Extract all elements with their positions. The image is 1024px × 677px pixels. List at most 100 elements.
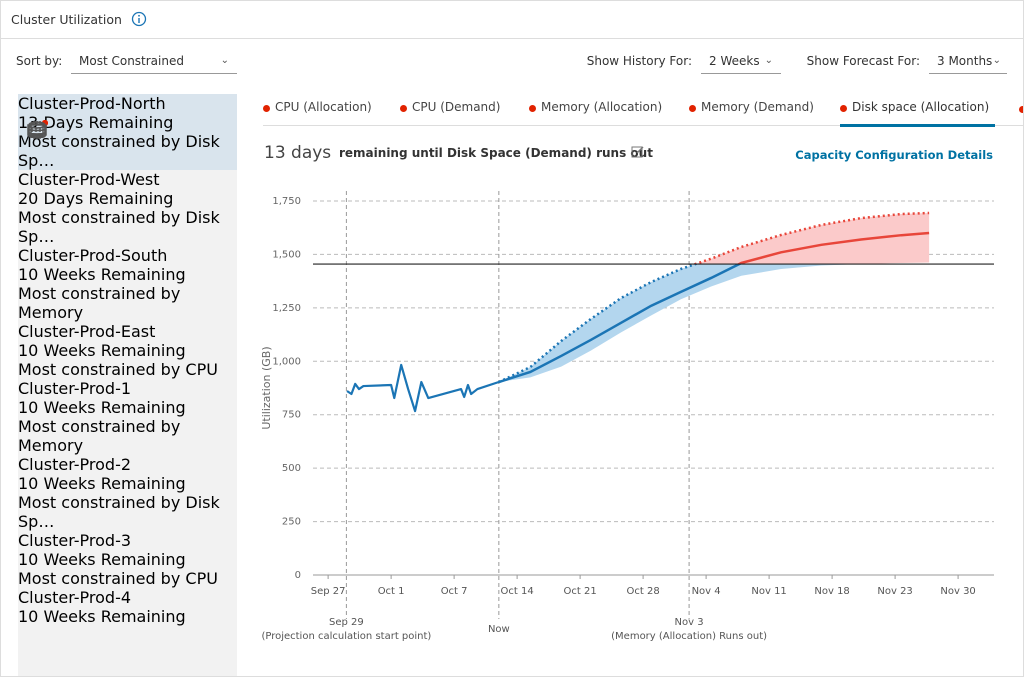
x-tick-label: Oct 14 (501, 586, 534, 597)
sort-value: Most Constrained (79, 54, 184, 68)
tab-dot (529, 105, 536, 112)
cluster-remaining: 10 Weeks Remaining (18, 398, 186, 417)
cluster-item[interactable]: Cluster-Prod-3 10 Weeks Remaining Most con… (18, 121, 237, 588)
forecast-value: 3 Months (937, 54, 993, 68)
x-tick-label: Nov 23 (877, 586, 912, 597)
chevron: ⌄ (220, 55, 229, 66)
tab-bar: CPU (Allocation) CPU (Demand) Memory (Allo… (263, 97, 1023, 127)
cluster-item[interactable]: Cluster-Prod-4 10 Weeks Remaining (18, 121, 237, 626)
marker-label: Now (488, 624, 510, 635)
cluster-remaining: 10 Weeks Remaining (18, 550, 186, 569)
cluster-constraint: Most constrained by Memory (18, 417, 181, 455)
summary-value: 13 days (264, 143, 332, 163)
x-tick-label: Oct 28 (627, 586, 660, 597)
tab-dot (689, 105, 696, 112)
x-tick-label: Oct 1 (378, 586, 405, 597)
y-tick-label: 1,250 (272, 303, 301, 314)
cluster-remaining: 10 Weeks Remaining (18, 607, 186, 626)
history-select[interactable]: 2 Weeks ⌄ (701, 53, 781, 74)
y-tick-label: 1,750 (272, 196, 301, 207)
history-label: Show History For: (586, 54, 692, 68)
info-icon[interactable] (131, 11, 147, 27)
tab[interactable]: Memory (Demand) (689, 97, 814, 124)
y-tick-label: 0 (295, 570, 301, 581)
cluster-remaining: 10 Weeks Remaining (18, 474, 186, 493)
forecast-line (498, 264, 743, 384)
cluster-constraint: Most constrained by CPU (18, 569, 218, 588)
sort-label: Sort by: (16, 54, 63, 68)
y-tick-label: 500 (282, 463, 301, 474)
summary-text: remaining until Disk Space (Demand) runs… (339, 146, 653, 160)
cluster-remaining: 13 Days Remaining (18, 113, 174, 132)
sort-select[interactable]: Most Constrained ⌄ (71, 53, 237, 74)
cluster-name: Cluster-Prod-1 (18, 379, 132, 398)
cluster-name: Cluster-Prod-4 (18, 588, 132, 607)
marker-label: Nov 3 (675, 617, 704, 628)
x-tick-label: Sep 27 (311, 586, 346, 597)
x-tick-label: Nov 4 (692, 586, 721, 597)
forecast-band (695, 212, 930, 265)
cluster-name: Cluster-Prod-West (18, 170, 160, 189)
chevron: ⌄ (992, 55, 1001, 66)
tab-label: Memory (Allocation) (541, 100, 663, 114)
x-tick-label: Oct 7 (441, 586, 468, 597)
marker-note: (Memory (Allocation) Runs out) (611, 631, 767, 642)
marker-note: (Projection calculation start point) (261, 631, 431, 642)
history-line (346, 363, 500, 413)
cluster-name: Cluster-Prod-3 (18, 531, 132, 550)
tab[interactable]: Disk space (Allocation) (840, 97, 996, 127)
cluster-remaining: 20 Days Remaining (18, 189, 174, 208)
x-tick-label: Nov 18 (814, 586, 849, 597)
cluster-name: Cluster-Prod-East (18, 322, 156, 341)
marker-label: Sep 29 (329, 617, 364, 628)
x-tick-label: Nov 11 (751, 586, 786, 597)
edit-icon[interactable] (631, 145, 645, 159)
tab[interactable]: CPU (Demand) (400, 97, 500, 124)
cluster-item[interactable]: Cluster-Prod-West 20 Days Remaining Most c… (18, 120, 237, 246)
cluster-name: Cluster-Prod-2 (18, 455, 132, 474)
y-tick-label: 750 (282, 410, 301, 421)
y-tick-label: 1,000 (272, 356, 301, 367)
tab[interactable]: CPU (Allocation) (263, 97, 372, 124)
cluster-list: Cluster-Prod-North 13 Days Remaining Most … (18, 94, 237, 676)
y-tick-label: 250 (282, 517, 301, 528)
tab-dot (400, 105, 407, 112)
cluster-remaining: 10 Weeks Remaining (18, 265, 186, 284)
tab-dot (263, 105, 270, 112)
chevron: ⌄ (764, 55, 773, 66)
cluster-item[interactable]: Cluster-Prod-East 10 Weeks Remaining Most … (18, 120, 237, 379)
tab-label: Disk space (Allocation) (852, 100, 990, 114)
y-tick-label: 1,500 (272, 249, 301, 260)
tab-label: CPU (Demand) (412, 100, 501, 114)
cluster-constraint: Most constrained by Memory (18, 284, 181, 322)
x-tick-label: Oct 21 (564, 586, 597, 597)
cluster-icon (28, 121, 46, 139)
cluster-item[interactable]: Cluster-Prod-1 10 Weeks Remaining Most con… (18, 124, 237, 455)
cluster-name: Cluster-Prod-North (18, 94, 166, 113)
cluster-item[interactable]: Cluster-Prod-South 10 Weeks Remaining Most… (18, 120, 237, 322)
forecast-label: Show Forecast For: (806, 54, 920, 68)
forecast-line (736, 231, 930, 265)
tab[interactable]: Memory (Allocation) (529, 97, 662, 124)
forecast-select[interactable]: 3 Months ⌄ (929, 53, 1007, 74)
history-value: 2 Weeks (709, 54, 760, 68)
cluster-name: Cluster-Prod-South (18, 246, 168, 265)
cluster-constraint: Most constrained by Disk Sp… (18, 132, 220, 170)
tab-dot (1019, 106, 1023, 113)
cluster-constraint: Most constrained by CPU (18, 360, 218, 379)
tab-label: Memory (Demand) (701, 100, 814, 114)
header-divider (1, 38, 1023, 39)
tab-label: CPU (Allocation) (275, 100, 372, 114)
config-link[interactable]: Capacity Configuration Details (795, 148, 993, 162)
cluster-item[interactable]: Cluster-Prod-2 10 Weeks Remaining Most con… (18, 121, 237, 531)
x-tick-label: Nov 30 (940, 586, 975, 597)
cluster-item[interactable]: Cluster-Prod-North 13 Days Remaining Most … (18, 94, 237, 170)
forecast-upper-line (498, 264, 700, 384)
cluster-constraint: Most constrained by Disk Sp… (18, 208, 220, 246)
page-title: Cluster Utilization (11, 12, 122, 27)
cluster-constraint: Most constrained by Disk Sp… (18, 493, 220, 531)
tab-dot (840, 105, 847, 112)
cluster-remaining: 10 Weeks Remaining (18, 341, 186, 360)
